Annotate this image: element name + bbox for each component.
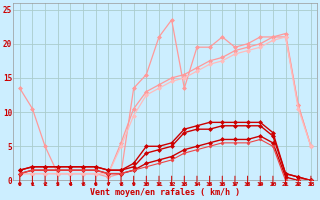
X-axis label: Vent moyen/en rafales ( km/h ): Vent moyen/en rafales ( km/h ) xyxy=(90,188,240,197)
